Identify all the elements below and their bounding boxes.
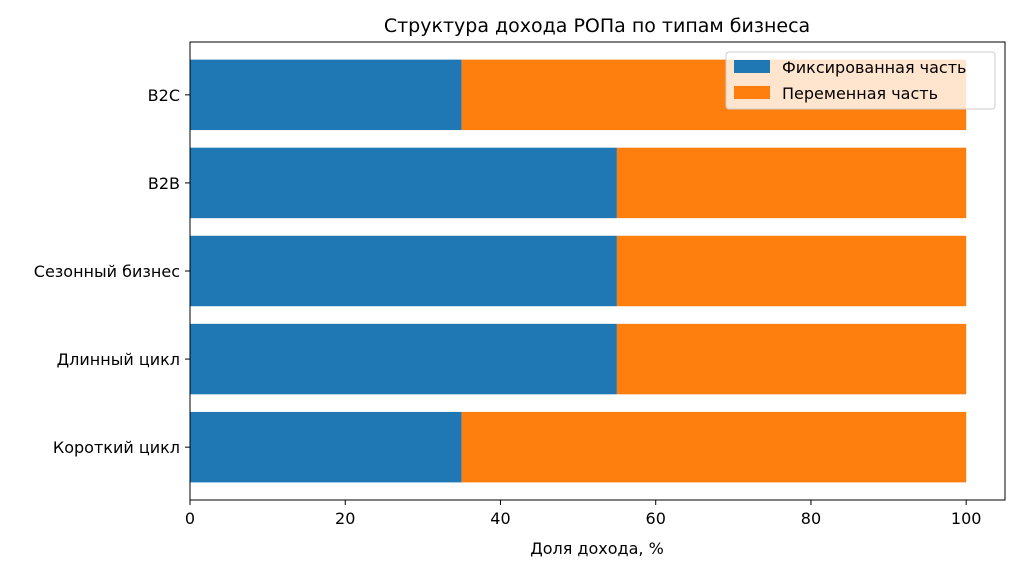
bar-fixed bbox=[190, 323, 617, 395]
x-axis-label: Доля дохода, % bbox=[530, 539, 664, 558]
legend-label-fixed: Фиксированная часть bbox=[782, 58, 966, 77]
legend-swatch-fixed bbox=[734, 60, 770, 73]
y-tick-label: Короткий цикл bbox=[53, 438, 180, 457]
x-tick-label: 80 bbox=[801, 509, 821, 528]
legend-label-variable: Переменная часть bbox=[782, 84, 938, 103]
y-tick-label: B2C bbox=[148, 86, 180, 105]
legend: Фиксированная часть Переменная часть bbox=[725, 51, 996, 110]
bar-variable bbox=[616, 235, 967, 307]
bar-variable bbox=[461, 411, 967, 483]
x-tick-label: 20 bbox=[335, 509, 355, 528]
x-tick-label: 40 bbox=[490, 509, 510, 528]
bar-fixed bbox=[190, 235, 617, 307]
bar-variable bbox=[616, 323, 967, 395]
x-tick-label: 100 bbox=[951, 509, 982, 528]
bar-fixed bbox=[190, 147, 617, 219]
x-tick-label: 0 bbox=[185, 509, 195, 528]
bar-fixed bbox=[190, 411, 462, 483]
y-tick-label: Сезонный бизнес bbox=[34, 262, 180, 281]
legend-swatch-variable bbox=[734, 86, 770, 99]
y-tick-label: B2B bbox=[148, 174, 180, 193]
y-tick-label: Длинный цикл bbox=[57, 350, 180, 369]
bar-variable bbox=[616, 147, 967, 219]
legend-box bbox=[725, 51, 996, 110]
chart-title: Структура дохода РОПа по типам бизнеса bbox=[384, 15, 810, 37]
x-tick-label: 60 bbox=[646, 509, 666, 528]
bar-fixed bbox=[190, 59, 462, 131]
